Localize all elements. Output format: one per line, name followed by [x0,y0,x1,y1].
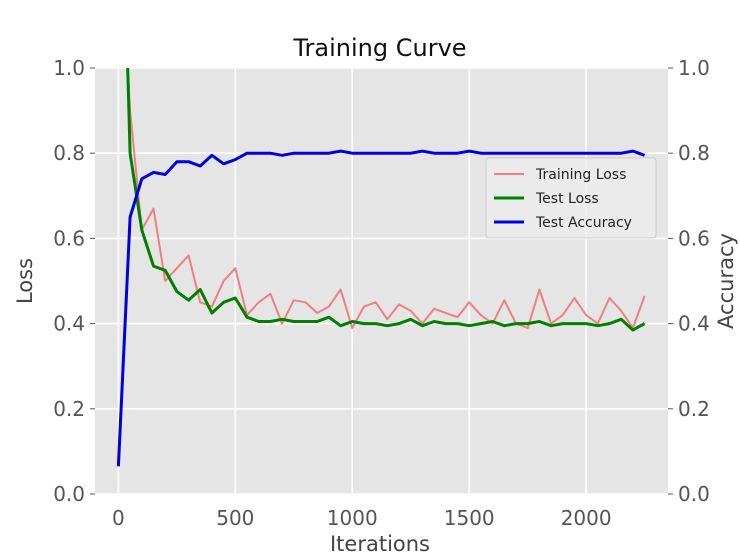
y-tick-label: 0.8 [53,141,85,165]
ticks: 0 500 1000 1500 2000 0.0 0.0 0.2 0.2 0.4 0.4 0.6 0.6… [53,56,710,530]
legend-box [485,157,657,239]
legend-label: Test Loss [535,191,599,207]
x-tick-label: 1500 [444,506,495,530]
series-layer [116,68,646,467]
y2-tick-label: 0.0 [678,482,710,506]
y-tick-label: 0.2 [53,397,85,421]
x-axis-label: Iterations [330,532,430,555]
x-tick-label: 0 [112,506,125,530]
series-line-test-accuracy [116,149,646,467]
chart-title: Training Curve [292,34,466,62]
y-tick-label: 0.0 [53,482,85,506]
y2-tick-label: 1.0 [678,56,710,80]
y2-axis-label: Accuracy [714,233,738,329]
legend: Training Loss Test Loss Test Accuracy [485,157,657,239]
y2-tick-label: 0.4 [678,312,710,336]
x-tick-label: 1000 [327,506,378,530]
legend-label: Training Loss [535,167,626,183]
series-line-test-loss [126,68,646,332]
y2-tick-label: 0.8 [678,141,710,165]
x-tick-label: 2000 [561,506,612,530]
y-tick-label: 0.6 [53,226,85,250]
y2-tick-label: 0.6 [678,226,710,250]
y2-tick-label: 0.2 [678,397,710,421]
y-tick-label: 0.4 [53,312,85,336]
plot-area [95,68,668,494]
legend-label: Test Accuracy [535,215,632,231]
x-tick-label: 500 [216,506,254,530]
y-axis-label: Loss [13,258,37,304]
y-tick-label: 1.0 [53,56,85,80]
